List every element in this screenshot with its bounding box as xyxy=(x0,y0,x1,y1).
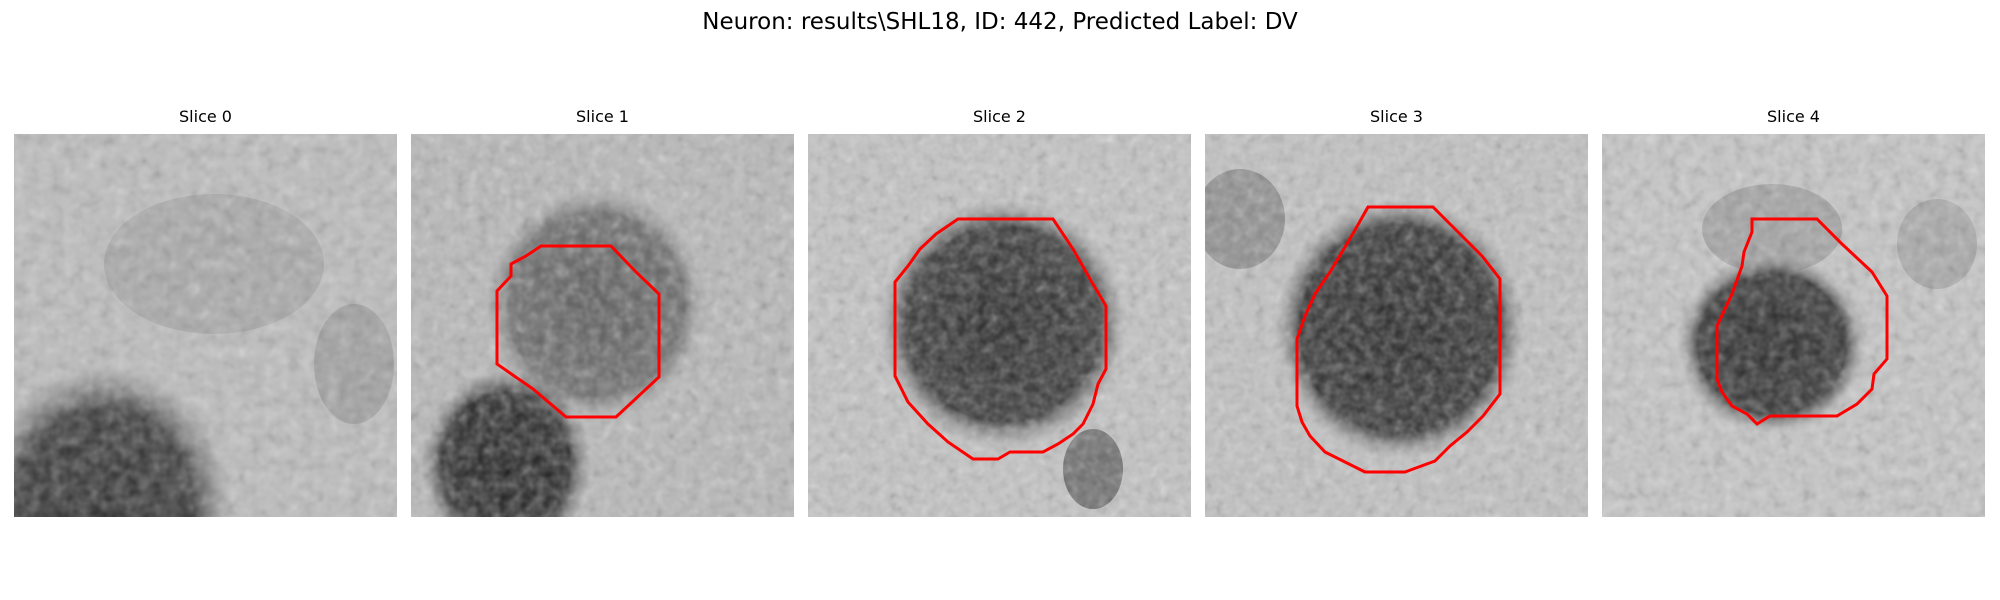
contour-outline-2 xyxy=(893,217,1108,461)
slice-title-1: Slice 1 xyxy=(576,107,629,126)
slice-image-0 xyxy=(14,134,397,517)
contour-outline-3 xyxy=(1295,205,1502,474)
slice-panel-4: Slice 4 xyxy=(1602,107,1985,517)
slice-title-2: Slice 2 xyxy=(973,107,1026,126)
slice-image-2 xyxy=(808,134,1191,517)
slice-title-4: Slice 4 xyxy=(1767,107,1820,126)
figure-title: Neuron: results\SHL18, ID: 442, Predicte… xyxy=(702,9,1298,35)
contour-outline-4 xyxy=(1715,217,1889,426)
slice-panel-3: Slice 3 xyxy=(1205,107,1588,517)
slice-panel-2: Slice 2 xyxy=(808,107,1191,517)
slice-panel-1: Slice 1 xyxy=(411,107,794,517)
contour-outline-1 xyxy=(495,244,661,419)
slice-image-4 xyxy=(1602,134,1985,517)
slice-title-0: Slice 0 xyxy=(179,107,232,126)
slice-image-3 xyxy=(1205,134,1588,517)
slice-panel-0: Slice 0 xyxy=(14,107,397,517)
slice-image-1 xyxy=(411,134,794,517)
slice-title-3: Slice 3 xyxy=(1370,107,1423,126)
